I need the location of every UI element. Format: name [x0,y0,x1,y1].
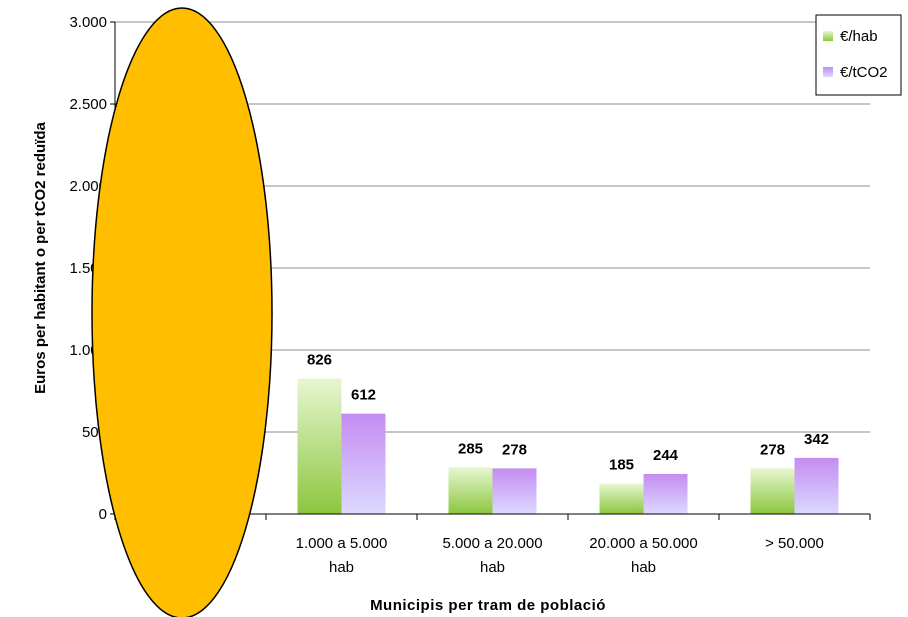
legend-label-hab: €/hab [840,28,878,45]
x-category-label: 5.000 a 20.000 [442,535,542,552]
data-labels: 826 285 185 278 612 278 244 342 [307,352,829,474]
data-label: 342 [804,431,829,448]
x-category-label: hab [329,559,354,576]
bar-eur-tco2 [341,413,386,514]
bar-eur-hab [599,483,644,514]
legend-swatch-hab [823,31,833,41]
bar-eur-tco2 [643,473,688,514]
legend-box [815,14,902,96]
data-label: 285 [458,440,483,457]
data-label: 185 [609,457,634,474]
y-tick-label: 3.000 [69,14,107,31]
legend-label-tco2: €/tCO2 [840,64,888,81]
bar-eur-hab [297,378,342,514]
x-category-label: > 50.000 [765,535,824,552]
y-axis-title: Euros per habitant o per tCO2 reduïda [32,121,49,393]
x-category-label: hab [631,559,656,576]
bar-eur-hab [448,467,493,514]
data-label: 278 [502,441,527,458]
x-axis-title: Municipis per tram de població [370,597,606,614]
bar-eur-tco2 [794,457,839,514]
y-tick-label: 2.500 [69,96,107,113]
bar-eur-hab [750,468,795,514]
x-category-label: 20.000 a 50.000 [589,535,697,552]
y-tick-label: 2.000 [69,178,107,195]
data-label: 244 [653,447,679,464]
data-label: 278 [760,441,785,458]
x-category-label: hab [480,559,505,576]
data-label: 612 [351,387,376,404]
bars [297,378,839,514]
obscuring-ellipse [91,7,273,617]
y-tick-label: 0 [99,506,107,523]
bar-eur-tco2 [492,468,537,514]
x-category-label: 1.000 a 5.000 [296,535,388,552]
data-label: 826 [307,352,332,369]
legend-swatch-tco2 [823,67,833,77]
legend: €/hab €/tCO2 [815,14,902,96]
